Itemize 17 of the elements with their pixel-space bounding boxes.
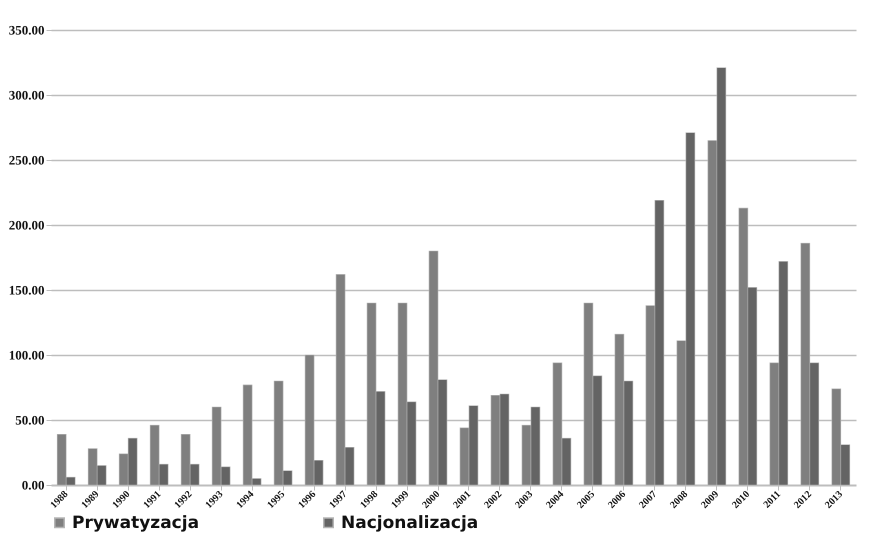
y-tick-label: 100.00 bbox=[8, 348, 44, 362]
x-tick-label: 1999 bbox=[389, 488, 412, 511]
y-tick-label: 300.00 bbox=[8, 88, 44, 102]
x-tick-label: 1991 bbox=[141, 488, 164, 511]
x-tick-label: 1993 bbox=[203, 488, 226, 511]
x-tick-label: 1992 bbox=[172, 488, 194, 511]
legend-label: Prywatyzacja bbox=[72, 512, 200, 533]
y-tick-label: 50.00 bbox=[15, 412, 44, 428]
y-tick-label: 200.00 bbox=[8, 218, 44, 232]
x-tick-label: 1990 bbox=[110, 488, 132, 511]
y-tick-label: 350.00 bbox=[8, 22, 44, 38]
x-tick-label: 1989 bbox=[79, 488, 102, 511]
y-tick-label: 0.00 bbox=[22, 478, 44, 492]
legend-label: Nacjonalizacja bbox=[341, 512, 478, 533]
x-tick-label: 2011 bbox=[762, 488, 784, 510]
y-tick-label: 150.00 bbox=[8, 282, 44, 298]
y-tick-label: 250.00 bbox=[8, 152, 44, 168]
